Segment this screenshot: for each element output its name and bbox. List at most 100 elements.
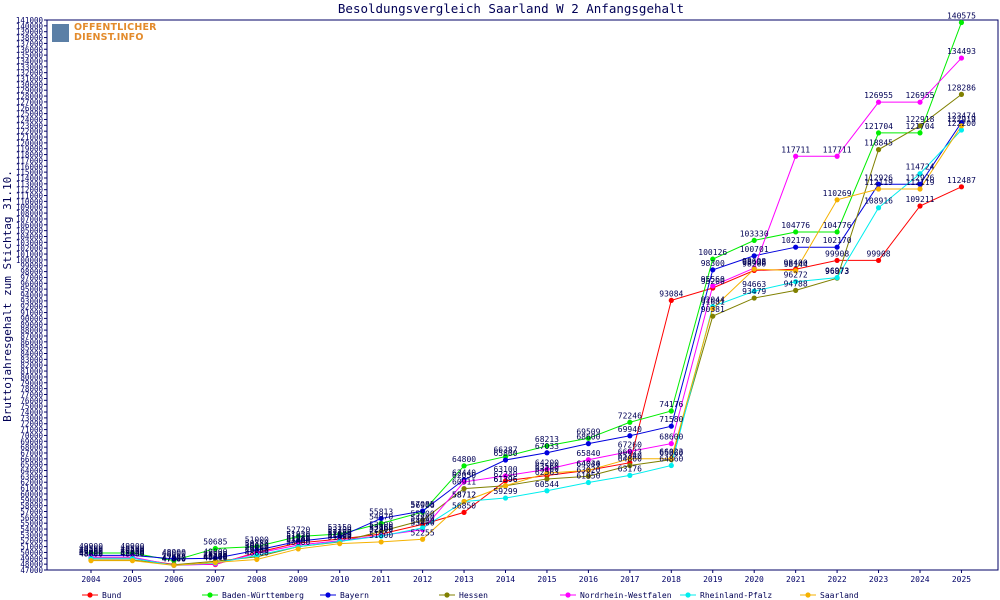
data-point xyxy=(171,562,177,568)
y-tick-label: 90000 xyxy=(20,314,43,323)
data-label: 100126 xyxy=(698,248,727,257)
data-point xyxy=(710,267,716,273)
legend-label: Rheinland-Pfalz xyxy=(700,591,772,600)
y-tick-label: 121000 xyxy=(16,133,44,142)
data-label: 51500 xyxy=(328,533,352,542)
data-point xyxy=(627,472,633,478)
y-tick-label: 49000 xyxy=(20,554,43,563)
data-label: 117711 xyxy=(781,145,810,154)
x-tick-label: 2007 xyxy=(206,575,225,584)
legend-label: Nordrhein-Westfalen xyxy=(580,591,672,600)
data-point xyxy=(627,456,633,462)
data-label: 112119 xyxy=(906,178,935,187)
data-label: 64200 xyxy=(535,458,559,467)
y-tick-label: 101000 xyxy=(16,250,44,259)
data-point xyxy=(295,538,301,544)
data-point xyxy=(751,295,757,301)
data-label: 52280 xyxy=(328,528,352,537)
y-tick-label: 57000 xyxy=(20,507,43,516)
data-label: 62050 xyxy=(452,471,476,480)
y-tick-label: 134000 xyxy=(16,57,44,66)
legend-label: Saarland xyxy=(820,591,859,600)
data-point xyxy=(917,181,923,187)
data-label: 59299 xyxy=(493,487,517,496)
y-tick-label: 115000 xyxy=(16,168,44,177)
data-point xyxy=(544,470,550,476)
y-tick-label: 64000 xyxy=(20,467,43,476)
y-tick-label: 125000 xyxy=(16,110,44,119)
data-label: 49860 xyxy=(245,542,269,551)
data-point xyxy=(834,197,840,203)
data-label: 48200 xyxy=(203,552,227,561)
data-point xyxy=(958,184,965,190)
y-tick-label: 81000 xyxy=(20,367,43,376)
data-label: 118845 xyxy=(864,139,893,148)
legend-marker xyxy=(685,592,691,598)
y-tick-label: 67000 xyxy=(20,449,43,458)
data-label: 114724 xyxy=(906,163,935,172)
data-point xyxy=(171,556,177,562)
data-point xyxy=(502,483,509,489)
data-label: 66387 xyxy=(493,446,517,455)
y-tick-label: 103000 xyxy=(16,238,44,247)
x-tick-label: 2019 xyxy=(703,575,722,584)
data-label: 60544 xyxy=(535,480,559,489)
data-point xyxy=(917,99,923,105)
data-point xyxy=(420,517,426,523)
y-tick-label: 50000 xyxy=(20,548,43,557)
data-label: 122919 xyxy=(947,115,976,124)
y-tick-label: 129000 xyxy=(16,86,44,95)
data-label: 50020 xyxy=(245,541,269,550)
data-point xyxy=(710,283,716,289)
y-tick-label: 141000 xyxy=(16,16,44,25)
data-label: 53160 xyxy=(369,523,393,532)
y-tick-label: 95000 xyxy=(20,285,43,294)
data-label: 61396 xyxy=(493,475,517,484)
y-tick-label: 88000 xyxy=(20,326,43,335)
data-point xyxy=(875,147,882,153)
data-point xyxy=(337,541,343,547)
data-point xyxy=(834,275,840,281)
data-label: 110269 xyxy=(823,189,852,198)
data-point xyxy=(627,433,633,439)
data-point xyxy=(668,441,674,447)
data-point xyxy=(295,533,301,540)
site-logo: OFFENTLICHER DIENST.INFO xyxy=(50,22,162,46)
data-label: 52000 xyxy=(328,530,352,539)
data-point xyxy=(793,244,799,250)
chart-title: Besoldungsvergleich Saarland W 2 Anfangs… xyxy=(338,1,684,16)
data-label: 48600 xyxy=(162,550,186,559)
y-tick-label: 94000 xyxy=(20,291,43,300)
legend-label: Hessen xyxy=(459,591,488,600)
data-point xyxy=(668,423,674,429)
data-label: 94788 xyxy=(784,279,808,288)
data-point xyxy=(502,457,509,463)
data-label: 62240 xyxy=(493,470,517,479)
data-point xyxy=(461,479,467,485)
data-point xyxy=(378,515,384,522)
data-label: 54970 xyxy=(369,512,393,521)
y-tick-label: 126000 xyxy=(16,104,44,113)
x-tick-label: 2013 xyxy=(454,575,473,584)
y-tick-label: 47000 xyxy=(20,566,43,575)
logo-mark-icon xyxy=(52,24,69,42)
x-tick-label: 2014 xyxy=(496,575,515,584)
data-label: 102170 xyxy=(781,236,810,245)
data-label: 99908 xyxy=(825,249,849,258)
y-tick-label: 73000 xyxy=(20,414,43,423)
data-point xyxy=(502,473,509,479)
data-label: 63176 xyxy=(618,464,642,473)
data-point xyxy=(793,279,799,285)
y-tick-label: 137000 xyxy=(16,39,44,48)
y-tick-label: 82000 xyxy=(20,361,43,370)
data-label: 48700 xyxy=(120,549,144,558)
data-label: 126955 xyxy=(864,91,893,100)
data-label: 74176 xyxy=(659,400,683,409)
data-point xyxy=(627,462,633,469)
data-point xyxy=(917,123,923,129)
data-label: 47800 xyxy=(162,554,186,563)
y-tick-label: 127000 xyxy=(16,98,44,107)
data-point xyxy=(378,533,384,539)
data-label: 69940 xyxy=(618,425,642,434)
